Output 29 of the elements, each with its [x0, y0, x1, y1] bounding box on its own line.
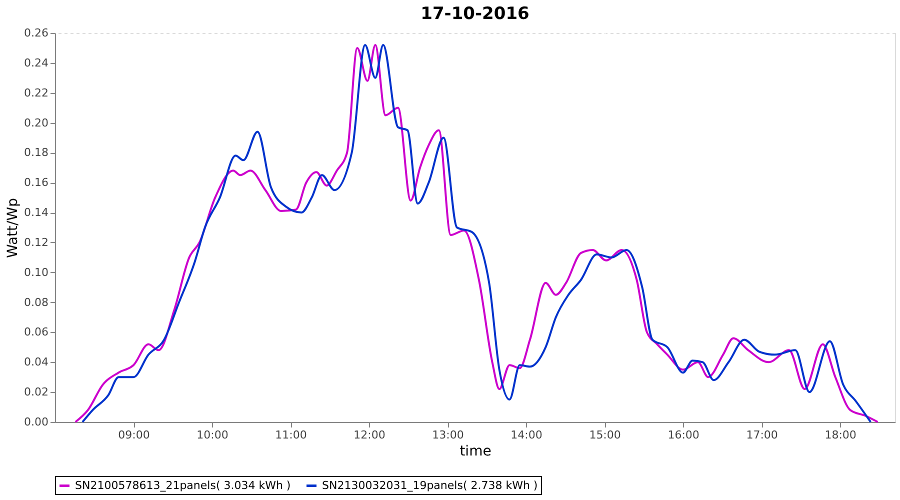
chart-title: 17-10-2016: [420, 4, 530, 24]
legend-label: SN2130032031_19panels( 2.738 kWh ): [322, 478, 538, 492]
y-tick-label: 0.22: [24, 86, 48, 100]
x-tick-label: 16:00: [668, 428, 700, 442]
x-tick-label: 12:00: [354, 428, 386, 442]
x-tick-label: 17:00: [746, 428, 778, 442]
y-tick-label: 0.26: [24, 26, 48, 40]
x-tick-label: 18:00: [824, 428, 856, 442]
y-tick-label: 0.16: [24, 176, 48, 190]
y-tick-label: 0.20: [24, 116, 48, 130]
legend-label: SN2100578613_21panels( 3.034 kWh ): [75, 478, 291, 492]
x-tick-label: 11:00: [275, 428, 307, 442]
y-tick-label: 0.08: [24, 296, 48, 309]
y-tick-label: 0.02: [24, 386, 48, 399]
y-tick-label: 0.04: [24, 356, 48, 369]
y-tick-label: 0.00: [24, 416, 48, 428]
x-tick-label: 10:00: [196, 428, 228, 442]
x-tick-label: 13:00: [432, 428, 464, 442]
y-tick-label: 0.14: [24, 206, 48, 220]
y-tick-label: 0.12: [24, 236, 48, 249]
y-tick-label: 0.18: [24, 146, 48, 160]
y-axis-title: Watt/Wp: [5, 198, 22, 258]
x-tick-label: 14:00: [510, 428, 542, 442]
x-tick-label: 09:00: [118, 428, 150, 442]
y-tick-label: 0.06: [24, 326, 48, 339]
y-tick-label: 0.24: [24, 56, 48, 70]
x-tick-label: 15:00: [589, 428, 621, 442]
y-tick-label: 0.10: [24, 266, 48, 279]
x-axis-title: time: [460, 444, 492, 460]
